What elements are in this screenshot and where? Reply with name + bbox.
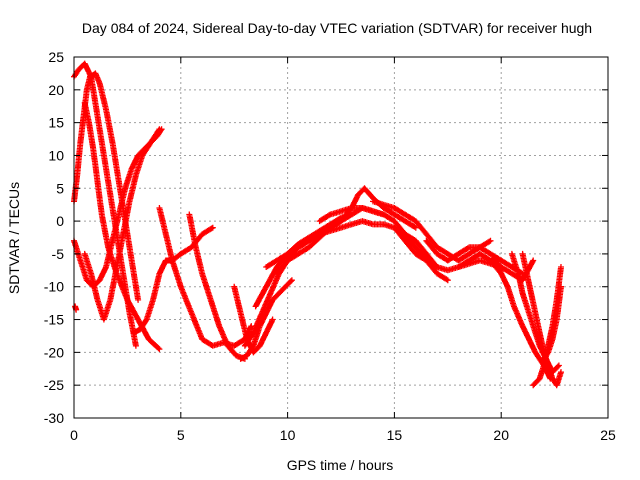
x-axis-label: GPS time / hours [287, 457, 394, 473]
y-tick-label: 5 [56, 180, 64, 196]
data-marker-plus [423, 237, 526, 277]
data-marker-plus [237, 277, 295, 362]
data-marker-plus [186, 211, 248, 362]
y-tick-label: -10 [44, 279, 64, 295]
data-marker-plus [231, 283, 276, 356]
series-arc-11 [231, 283, 276, 356]
x-tick-label: 25 [600, 427, 616, 443]
axes: 0 5 10 15 20 25 -30 -25 -20 -15 -10 -5 0 5 10 15 20 25 [44, 49, 616, 443]
data-marker-plus [156, 205, 255, 349]
x-tick-label: 5 [177, 427, 185, 443]
x-tick-label: 20 [493, 427, 509, 443]
data-marker-plus [72, 303, 80, 313]
y-axis-label: SDTVAR / TECUs [6, 182, 22, 294]
y-tick-label: -25 [44, 377, 64, 393]
data-marker-plus [81, 126, 163, 323]
series-arc-10 [186, 211, 248, 362]
series-arc-20 [423, 237, 526, 277]
data-marker-plus [130, 224, 216, 336]
series-arc-26 [540, 283, 564, 362]
y-tick-label: 15 [48, 115, 64, 131]
series-arc-6 [81, 126, 163, 323]
x-tick-label: 15 [387, 427, 403, 443]
y-tick-label: 25 [48, 49, 64, 65]
x-tick-label: 0 [70, 427, 78, 443]
y-tick-label: 20 [48, 82, 64, 98]
chart-title: Day 084 of 2024, Sidereal Day-to-day VTE… [82, 20, 592, 36]
x-tick-label: 10 [280, 427, 296, 443]
y-tick-label: 0 [56, 213, 64, 229]
y-tick-label: -15 [44, 312, 64, 328]
plot-frame [73, 56, 609, 419]
series-arc-9 [156, 205, 255, 349]
y-tick-label: -30 [44, 410, 64, 426]
series-arc-8 [130, 224, 216, 336]
grid [74, 57, 608, 418]
data-marker-plus [540, 283, 564, 362]
series-arc-12 [237, 277, 295, 362]
y-tick-label: 10 [48, 147, 64, 163]
data-points [71, 60, 564, 389]
y-tick-label: -5 [52, 246, 65, 262]
series-arc-7 [72, 303, 80, 313]
y-tick-label: -20 [44, 344, 64, 360]
